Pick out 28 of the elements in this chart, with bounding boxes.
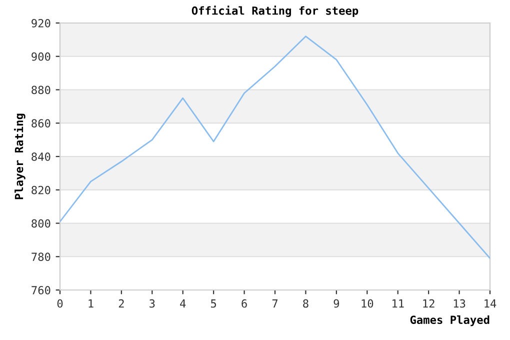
y-tick-label: 760 xyxy=(32,286,50,294)
y-tick-label: 860 xyxy=(32,119,50,128)
y-axis-title: Player Rating xyxy=(14,114,26,200)
x-tick-label: 14 xyxy=(484,299,496,308)
x-tick-label: 11 xyxy=(392,299,404,308)
x-tick-label: 4 xyxy=(180,299,186,308)
y-tick-label: 820 xyxy=(32,186,50,194)
x-tick-label: 5 xyxy=(211,299,216,308)
x-axis-title: Games Played xyxy=(410,315,490,326)
x-tick-label: 2 xyxy=(118,299,124,308)
x-tick-label: 9 xyxy=(334,299,340,308)
x-tick-label: 3 xyxy=(150,299,155,308)
x-tick-label: 12 xyxy=(423,299,434,308)
x-tick-label: 10 xyxy=(362,299,374,308)
y-tick-label: 780 xyxy=(32,252,50,262)
x-tick-label: 0 xyxy=(57,299,63,308)
y-tick-label: 840 xyxy=(32,152,50,161)
x-tick-label: 13 xyxy=(454,299,466,308)
y-tick-label: 880 xyxy=(32,86,50,94)
line-series xyxy=(60,36,490,259)
x-tick-label: 6 xyxy=(242,299,247,308)
x-tick-label: 8 xyxy=(303,299,308,308)
y-tick-label: 800 xyxy=(32,219,50,228)
x-tick-label: 1 xyxy=(88,299,94,308)
x-tick-label: 7 xyxy=(272,299,278,308)
y-tick-label: 900 xyxy=(32,52,50,61)
y-tick-label: 920 xyxy=(32,19,50,28)
chart-title: Official Rating for steep xyxy=(192,6,358,17)
